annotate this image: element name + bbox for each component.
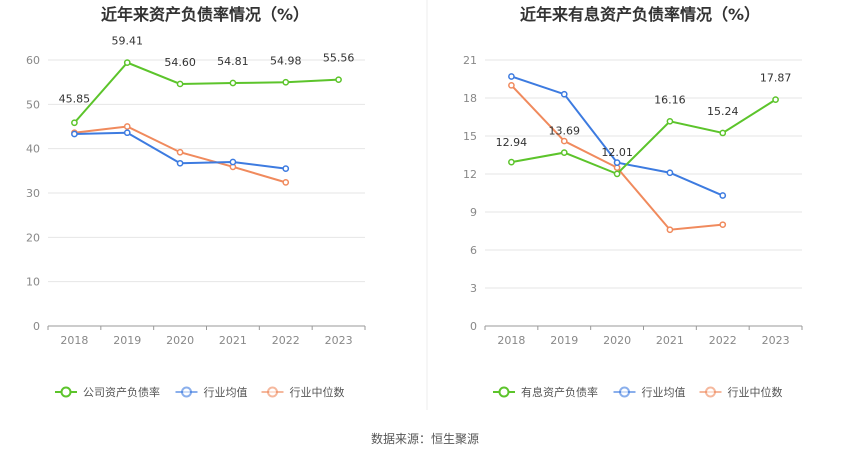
data-point [229, 158, 237, 166]
data-point [71, 130, 78, 138]
y-tick-label: 12 [463, 168, 477, 181]
y-tick-label: 40 [26, 143, 40, 156]
y-tick-label: 30 [26, 187, 40, 200]
y-tick-label: 10 [26, 276, 40, 289]
data-label: 59.41 [112, 35, 144, 48]
data-point [508, 81, 515, 89]
x-tick-label: 2022 [272, 334, 300, 347]
data-label: 17.87 [760, 72, 792, 85]
y-tick-label: 0 [470, 320, 477, 333]
data-point [613, 159, 621, 166]
y-tick-label: 9 [470, 206, 477, 219]
legend-label: 行业中位数 [290, 385, 345, 399]
data-point [123, 59, 131, 66]
data-label: 15.24 [707, 105, 739, 118]
series-line-1 [511, 98, 777, 176]
data-point [123, 129, 131, 137]
y-tick-label: 15 [463, 130, 477, 143]
x-tick-label: 2021 [656, 334, 684, 347]
legend-item-1: 有息资产负债率 [493, 385, 598, 399]
y-tick-label: 20 [26, 231, 40, 244]
data-point [282, 179, 290, 186]
data-point [176, 159, 184, 167]
legend-item-1: 公司资产负债率 [55, 385, 160, 399]
legend-marker [619, 386, 630, 398]
x-tick-label: 2018 [497, 334, 525, 347]
legend-item-3: 行业中位数 [261, 385, 345, 399]
data-point [71, 119, 78, 127]
series-line-1 [73, 61, 339, 124]
data-point [123, 123, 131, 130]
data-point [772, 96, 779, 103]
legend-label: 行业均值 [642, 386, 686, 399]
x-tick-label: 2018 [60, 334, 88, 347]
data-point [666, 169, 674, 177]
data-point [560, 90, 568, 98]
data-label: 12.94 [496, 136, 528, 149]
data-point [666, 117, 674, 125]
data-label: 54.81 [217, 55, 249, 68]
y-tick-label: 60 [26, 54, 40, 67]
x-tick-label: 2023 [325, 334, 353, 347]
data-point [508, 158, 515, 166]
y-tick-label: 6 [470, 244, 477, 257]
data-label: 55.56 [323, 52, 355, 65]
data-point [176, 80, 184, 88]
x-tick-label: 2022 [709, 334, 737, 347]
data-point [560, 149, 568, 156]
data-point [176, 148, 184, 156]
data-point [282, 78, 290, 86]
chart-panel-1: 近年来资产负债率情况（%） 0 10 20 30 40 50 60 2018 2019 2020 20… [26, 5, 366, 399]
legend-item-2: 行业均值 [175, 386, 248, 399]
data-label: 45.85 [59, 93, 91, 106]
y-tick-label: 18 [463, 92, 477, 105]
data-point [719, 129, 727, 137]
data-source-text: 数据来源：恒生聚源 [371, 431, 479, 446]
data-point [229, 79, 237, 87]
data-point [719, 221, 727, 229]
data-point [613, 170, 621, 178]
legend-item-3: 行业中位数 [699, 385, 783, 399]
legend-marker [705, 386, 716, 398]
legend-marker [498, 386, 510, 398]
y-tick-label: 3 [470, 282, 477, 295]
y-tick-label: 21 [463, 54, 477, 67]
data-label: 16.16 [654, 93, 686, 106]
legend-marker [181, 386, 192, 398]
x-tick-label: 2019 [113, 334, 141, 347]
x-tick-label: 2023 [762, 334, 790, 347]
data-point [560, 137, 568, 145]
x-tick-label: 2020 [166, 334, 194, 347]
data-point [719, 192, 727, 199]
x-tick-label: 2019 [550, 334, 578, 347]
chart-title: 近年来有息资产负债率情况（%） [520, 5, 760, 24]
data-point [335, 76, 342, 84]
data-label: 54.60 [164, 56, 196, 69]
x-tick-label: 2021 [219, 334, 247, 347]
data-label: 54.98 [270, 54, 302, 67]
chart-panel-2: 近年来有息资产负债率情况（%） 0 3 6 9 12 15 18 21 2018 2019 2020 2… [463, 5, 803, 399]
legend-label: 有息资产负债率 [521, 385, 598, 399]
data-label: 12.01 [601, 146, 633, 159]
chart-title: 近年来资产负债率情况（%） [101, 5, 309, 24]
y-tick-label: 0 [33, 320, 40, 333]
data-point [666, 226, 674, 234]
legend-label: 行业均值 [204, 386, 248, 399]
y-tick-label: 50 [26, 98, 40, 111]
data-point [282, 165, 290, 172]
legend-marker [267, 386, 278, 398]
legend-label: 行业中位数 [728, 385, 783, 399]
legend-item-2: 行业均值 [613, 386, 686, 399]
legend-label: 公司资产负债率 [83, 385, 160, 399]
legend-marker [60, 386, 72, 398]
data-label: 13.69 [549, 125, 581, 138]
x-tick-label: 2020 [603, 334, 631, 347]
data-point [508, 73, 515, 80]
